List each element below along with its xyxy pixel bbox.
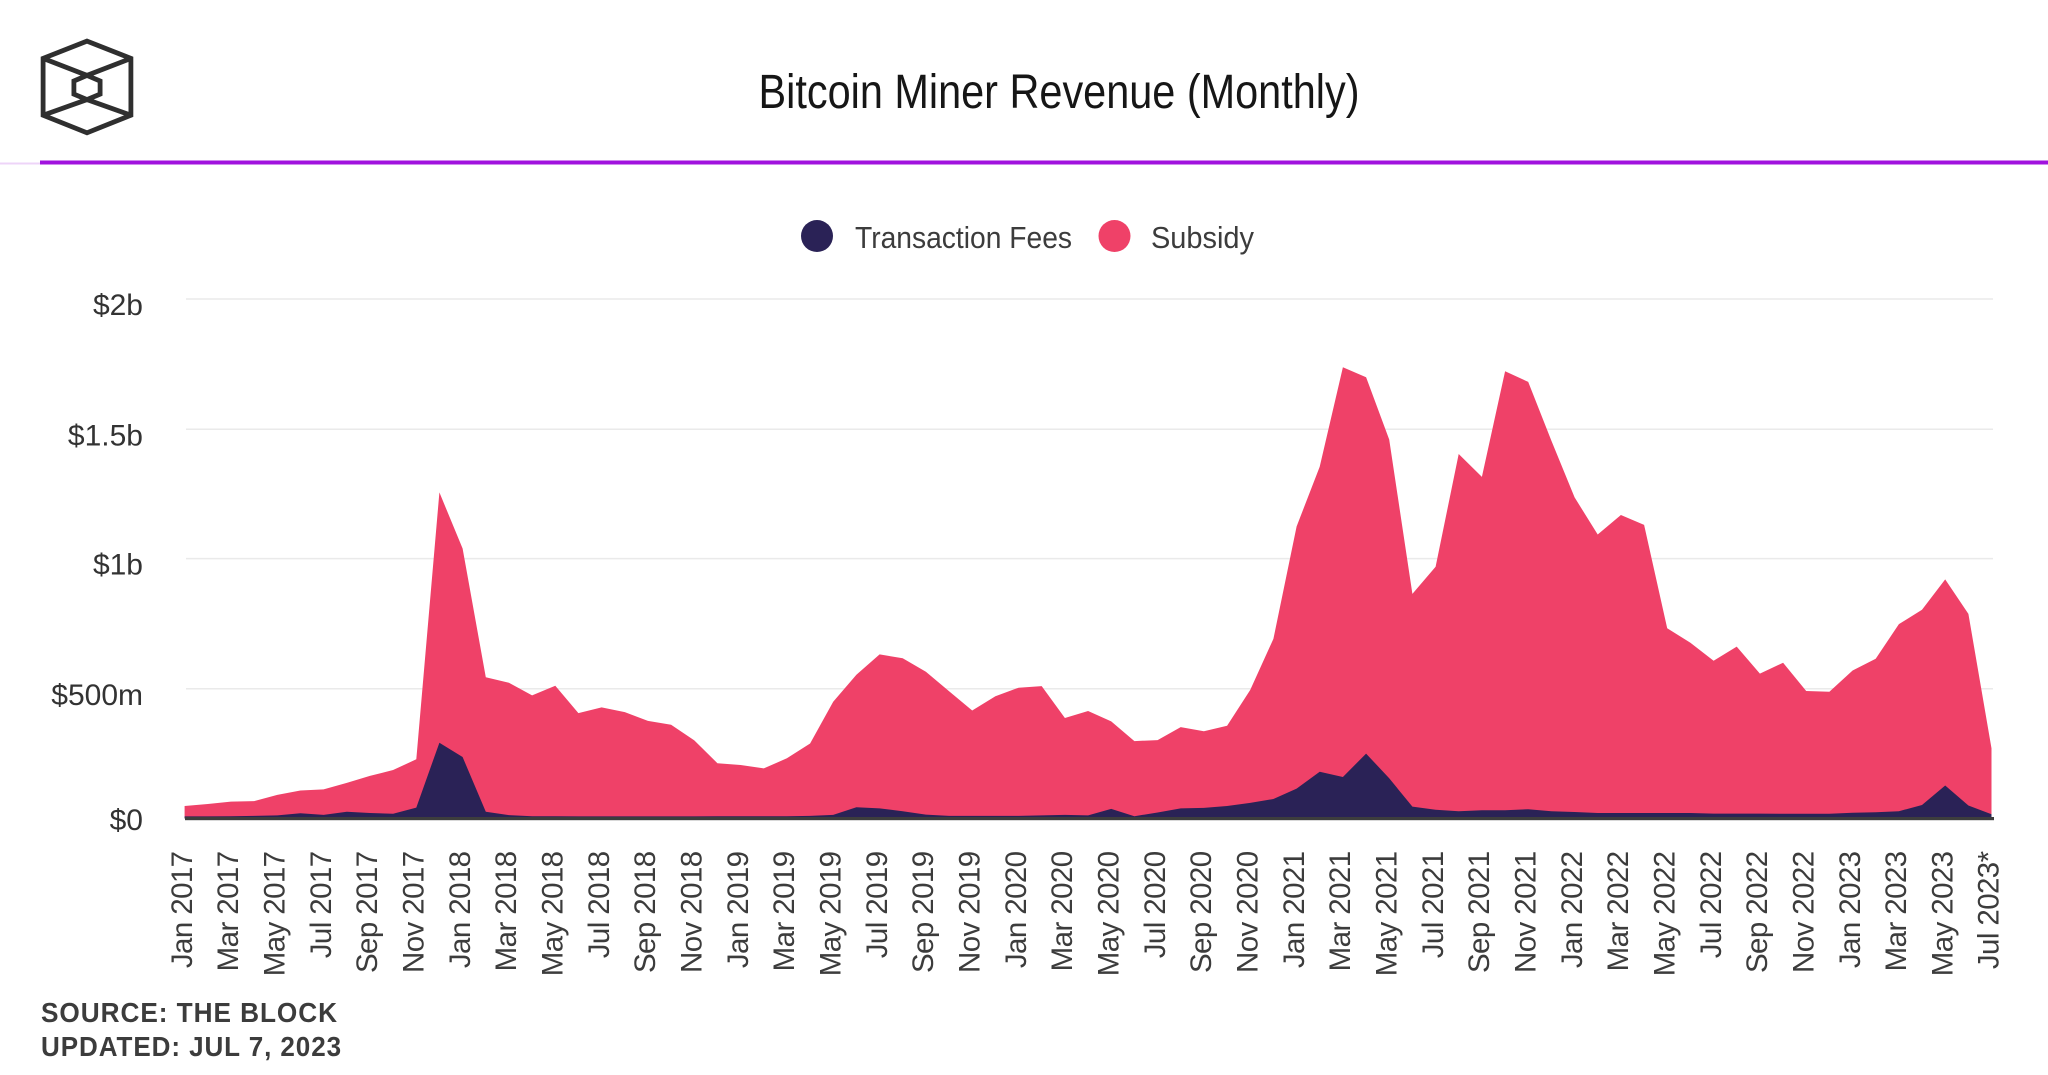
svg-text:May 2022: May 2022 (1648, 852, 1681, 977)
svg-text:$0: $0 (110, 804, 143, 837)
svg-text:Subsidy: Subsidy (1151, 220, 1254, 255)
svg-text:May 2021: May 2021 (1370, 852, 1403, 977)
svg-text:Jul 2018: Jul 2018 (583, 851, 616, 958)
svg-text:$2b: $2b (93, 289, 143, 322)
svg-text:$1b: $1b (93, 549, 143, 582)
svg-text:Sep 2018: Sep 2018 (629, 851, 662, 973)
svg-text:Jan 2023: Jan 2023 (1834, 851, 1867, 968)
svg-text:Sep 2020: Sep 2020 (1185, 851, 1218, 973)
svg-text:Sep 2021: Sep 2021 (1463, 852, 1496, 974)
svg-text:$1.5b: $1.5b (68, 419, 143, 452)
svg-text:Jul 2019: Jul 2019 (861, 851, 894, 958)
svg-text:May 2018: May 2018 (537, 851, 570, 976)
svg-text:Jul 2023*: Jul 2023* (1973, 850, 2006, 969)
svg-text:Jan 2020: Jan 2020 (1000, 851, 1033, 968)
svg-text:Jul 2021: Jul 2021 (1417, 852, 1450, 959)
svg-text:Mar 2021: Mar 2021 (1324, 852, 1357, 972)
svg-text:Nov 2017: Nov 2017 (398, 852, 431, 973)
svg-text:Jan 2018: Jan 2018 (444, 851, 477, 968)
svg-text:$500m: $500m (51, 679, 143, 712)
svg-text:May 2019: May 2019 (814, 851, 847, 976)
svg-text:Nov 2022: Nov 2022 (1787, 852, 1820, 973)
svg-text:SOURCE: THE BLOCK: SOURCE: THE BLOCK (41, 997, 338, 1028)
svg-text:Mar 2020: Mar 2020 (1046, 851, 1079, 971)
svg-text:Jan 2021: Jan 2021 (1278, 852, 1311, 969)
svg-text:Jan 2022: Jan 2022 (1556, 852, 1589, 969)
svg-text:Mar 2019: Mar 2019 (768, 851, 801, 971)
svg-text:Bitcoin Miner Revenue (Monthly: Bitcoin Miner Revenue (Monthly) (759, 66, 1360, 119)
svg-text:Sep 2019: Sep 2019 (907, 851, 940, 973)
svg-text:Jul 2022: Jul 2022 (1695, 852, 1728, 959)
svg-text:Nov 2018: Nov 2018 (676, 851, 709, 973)
svg-text:Transaction Fees: Transaction Fees (855, 220, 1072, 255)
svg-text:UPDATED: JUL 7, 2023: UPDATED: JUL 7, 2023 (41, 1031, 342, 1062)
svg-text:Jul 2020: Jul 2020 (1139, 851, 1172, 958)
svg-text:Mar 2018: Mar 2018 (490, 851, 523, 971)
svg-text:Jan 2019: Jan 2019 (722, 851, 755, 968)
svg-text:Mar 2022: Mar 2022 (1602, 852, 1635, 972)
svg-text:Mar 2017: Mar 2017 (212, 852, 245, 972)
svg-text:May 2020: May 2020 (1092, 851, 1125, 976)
svg-text:Jan 2017: Jan 2017 (166, 852, 199, 969)
svg-text:May 2017: May 2017 (259, 852, 292, 977)
svg-text:Mar 2023: Mar 2023 (1880, 851, 1913, 971)
svg-text:Nov 2020: Nov 2020 (1231, 851, 1264, 973)
svg-text:Sep 2022: Sep 2022 (1741, 852, 1774, 974)
svg-text:May 2023: May 2023 (1926, 851, 1959, 976)
svg-text:Jul 2017: Jul 2017 (305, 852, 338, 959)
svg-text:Sep 2017: Sep 2017 (351, 852, 384, 974)
svg-text:Nov 2019: Nov 2019 (953, 851, 986, 973)
svg-text:Nov 2021: Nov 2021 (1509, 852, 1542, 973)
